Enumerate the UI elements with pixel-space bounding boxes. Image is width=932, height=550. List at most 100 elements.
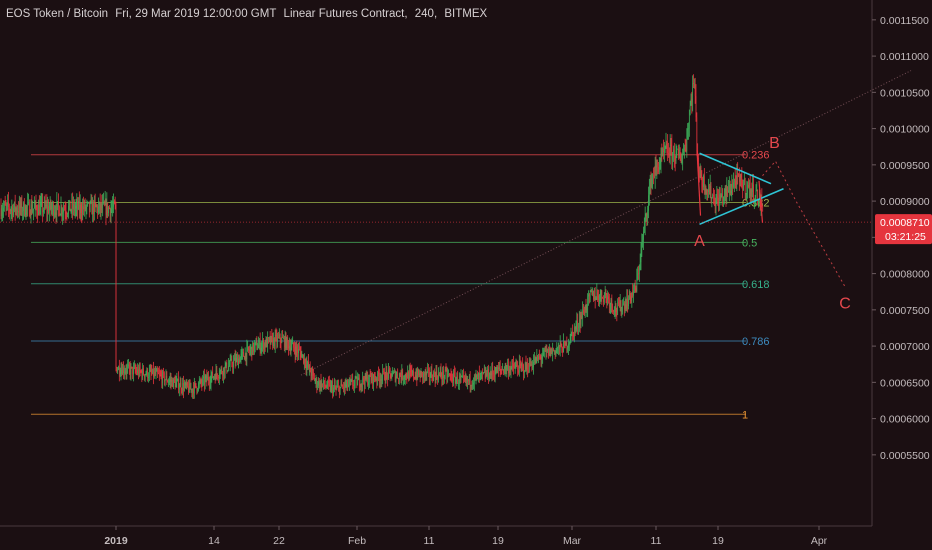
candle-body [696, 117, 698, 144]
candle-body [556, 349, 558, 351]
candle-body [625, 304, 627, 309]
candle-body [355, 377, 357, 379]
candle-body [640, 249, 642, 263]
candle-body [517, 366, 518, 371]
candle-body [633, 290, 634, 296]
candle-body [273, 338, 274, 347]
candle-body [726, 186, 728, 197]
candle-body [328, 381, 329, 383]
candle-body [66, 213, 68, 215]
candle-body [75, 205, 77, 209]
candle-body [485, 373, 487, 378]
candle-body [600, 290, 602, 295]
triangle-upper-line[interactable] [699, 152, 772, 185]
candle-body [164, 373, 165, 382]
candle-body [124, 371, 126, 373]
candle-body [534, 358, 535, 363]
candle-body [475, 375, 477, 377]
candle-body [39, 205, 41, 215]
candle-body [293, 342, 294, 348]
candle-body [371, 373, 373, 381]
candle-body [5, 205, 7, 206]
time-axis[interactable]: 2019 14 22 Feb 11 19 Mar 11 19 Apr [0, 525, 872, 547]
candle-body [24, 202, 25, 215]
candle-body [316, 378, 318, 387]
candle-body [148, 377, 149, 378]
candle-body [591, 291, 593, 295]
candle-body [571, 331, 573, 334]
candle-body [60, 206, 62, 215]
candle-body [587, 296, 588, 309]
candle-body [191, 389, 193, 393]
triangle-vertical-right-line[interactable] [758, 180, 764, 223]
candle-body [314, 375, 315, 381]
candle-body [643, 231, 644, 240]
candle-body [479, 373, 480, 376]
candle-body [416, 375, 418, 379]
candle-body [705, 188, 707, 194]
candle-body [280, 340, 282, 343]
candle-body [8, 201, 9, 208]
candle-body [212, 371, 213, 378]
candle-body [162, 372, 163, 383]
candle-body [614, 305, 616, 312]
candle-body [141, 371, 143, 377]
candle-body [16, 208, 18, 212]
candle-body [747, 184, 748, 190]
candle-body [477, 374, 478, 380]
candle-body [624, 304, 626, 310]
candle-body [354, 377, 356, 382]
candle-body [238, 358, 239, 366]
candle-body [444, 376, 445, 379]
candle-body [447, 374, 448, 378]
projection-path[interactable] [762, 160, 846, 287]
triangle-pattern[interactable] [696, 150, 846, 287]
candle-body [356, 377, 358, 386]
candle-body [348, 384, 349, 387]
candle-body [577, 320, 578, 328]
candle-body [159, 374, 161, 375]
candle-body [319, 381, 320, 388]
candle-body [419, 373, 420, 376]
candle-body [139, 367, 140, 375]
candle-body [529, 361, 531, 366]
candle-body [200, 379, 202, 383]
candle-body [197, 389, 198, 391]
candle-body [358, 377, 359, 380]
candle-body [67, 213, 68, 215]
triangle-lower-line[interactable] [699, 188, 784, 226]
candle-body [518, 370, 519, 373]
candle-body [363, 377, 364, 382]
candle-body [401, 370, 403, 380]
candle-body [18, 210, 19, 213]
candle-body [259, 340, 261, 351]
candle-body [275, 335, 277, 336]
candle-body [551, 348, 553, 354]
candle-body [471, 384, 473, 386]
candle-body [69, 200, 71, 212]
candle-body [340, 383, 342, 388]
candle-body [637, 273, 638, 277]
candle-body [374, 378, 376, 381]
candle-body [662, 148, 663, 155]
candle-body [73, 203, 74, 210]
candle-body [260, 347, 262, 351]
candle-body [467, 379, 468, 382]
candle-body [424, 372, 425, 376]
triangle-vertical-left-line[interactable] [696, 150, 702, 216]
candle-body [613, 310, 614, 312]
candle-body [143, 368, 144, 375]
candle-body [428, 369, 429, 371]
candle-body [752, 184, 753, 193]
candle-body [289, 345, 290, 349]
candle-body [738, 173, 739, 177]
candle-body [682, 153, 683, 159]
candle-body [158, 373, 159, 374]
candle-body [234, 357, 236, 364]
candle-body [714, 204, 716, 207]
candle-body [232, 364, 233, 368]
candle-body [284, 335, 286, 348]
candle-body [716, 196, 718, 201]
candle-body [257, 348, 258, 350]
